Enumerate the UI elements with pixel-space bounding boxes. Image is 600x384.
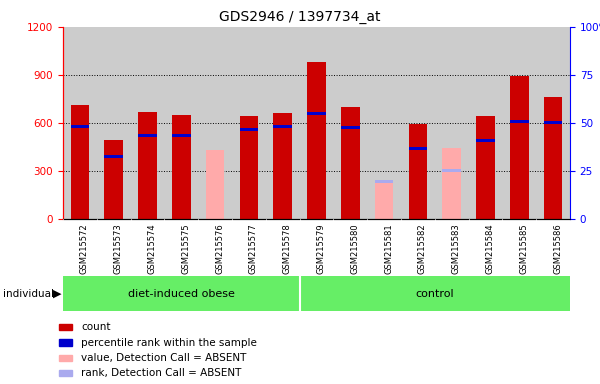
Bar bbox=[510, 76, 529, 219]
Text: GSM215575: GSM215575 bbox=[181, 223, 190, 274]
Text: GSM215577: GSM215577 bbox=[249, 223, 258, 274]
Bar bbox=[232, 27, 266, 219]
Bar bbox=[274, 125, 292, 127]
Bar bbox=[59, 324, 73, 330]
Bar bbox=[59, 339, 73, 346]
Bar bbox=[442, 169, 461, 172]
Bar bbox=[409, 124, 427, 219]
Text: GSM215586: GSM215586 bbox=[553, 223, 562, 274]
Text: individual: individual bbox=[3, 289, 54, 299]
Text: GSM215583: GSM215583 bbox=[452, 223, 461, 274]
Text: rank, Detection Call = ABSENT: rank, Detection Call = ABSENT bbox=[82, 368, 242, 378]
Bar bbox=[510, 120, 529, 123]
Bar bbox=[375, 180, 394, 183]
Bar bbox=[299, 276, 570, 311]
Bar bbox=[341, 126, 359, 129]
Bar bbox=[172, 115, 191, 219]
Bar bbox=[299, 27, 334, 219]
Bar bbox=[266, 27, 299, 219]
Text: value, Detection Call = ABSENT: value, Detection Call = ABSENT bbox=[82, 353, 247, 363]
Text: percentile rank within the sample: percentile rank within the sample bbox=[82, 338, 257, 348]
Text: count: count bbox=[82, 322, 111, 332]
Bar bbox=[375, 182, 394, 219]
Text: diet-induced obese: diet-induced obese bbox=[128, 289, 235, 299]
Bar bbox=[164, 27, 198, 219]
Bar bbox=[442, 149, 461, 219]
Text: GSM215581: GSM215581 bbox=[384, 223, 393, 274]
Bar bbox=[71, 125, 89, 127]
Bar bbox=[544, 121, 562, 124]
Text: GSM215573: GSM215573 bbox=[114, 223, 123, 274]
Bar bbox=[172, 134, 191, 137]
Bar bbox=[334, 27, 367, 219]
Bar bbox=[341, 107, 359, 219]
Bar bbox=[367, 27, 401, 219]
Bar bbox=[63, 27, 97, 219]
Bar bbox=[476, 139, 495, 142]
Bar bbox=[239, 116, 258, 219]
Bar bbox=[544, 97, 562, 219]
Bar bbox=[239, 128, 258, 131]
Bar bbox=[401, 27, 435, 219]
Bar bbox=[307, 112, 326, 115]
Bar bbox=[104, 141, 123, 219]
Bar bbox=[71, 105, 89, 219]
Bar bbox=[502, 27, 536, 219]
Bar bbox=[469, 27, 502, 219]
Text: GSM215582: GSM215582 bbox=[418, 223, 427, 274]
Bar bbox=[198, 27, 232, 219]
Text: GSM215578: GSM215578 bbox=[283, 223, 292, 274]
Text: GSM215585: GSM215585 bbox=[519, 223, 528, 274]
Bar bbox=[131, 27, 164, 219]
Text: GSM215580: GSM215580 bbox=[350, 223, 359, 274]
Bar bbox=[63, 276, 299, 311]
Bar bbox=[97, 27, 131, 219]
Bar bbox=[138, 112, 157, 219]
Bar bbox=[59, 355, 73, 361]
Bar bbox=[206, 150, 224, 219]
Text: GSM215572: GSM215572 bbox=[80, 223, 89, 274]
Bar bbox=[59, 370, 73, 376]
Bar bbox=[138, 134, 157, 137]
Bar bbox=[274, 113, 292, 219]
Bar bbox=[476, 116, 495, 219]
Text: GSM215574: GSM215574 bbox=[148, 223, 157, 274]
Text: control: control bbox=[415, 289, 454, 299]
Bar bbox=[536, 27, 570, 219]
Bar bbox=[104, 155, 123, 158]
Text: GSM215584: GSM215584 bbox=[485, 223, 494, 274]
Text: GSM215576: GSM215576 bbox=[215, 223, 224, 274]
Text: GDS2946 / 1397734_at: GDS2946 / 1397734_at bbox=[219, 10, 381, 23]
Text: ▶: ▶ bbox=[53, 289, 61, 299]
Bar bbox=[435, 27, 469, 219]
Text: GSM215579: GSM215579 bbox=[317, 223, 325, 274]
Bar bbox=[409, 147, 427, 150]
Bar bbox=[307, 62, 326, 219]
